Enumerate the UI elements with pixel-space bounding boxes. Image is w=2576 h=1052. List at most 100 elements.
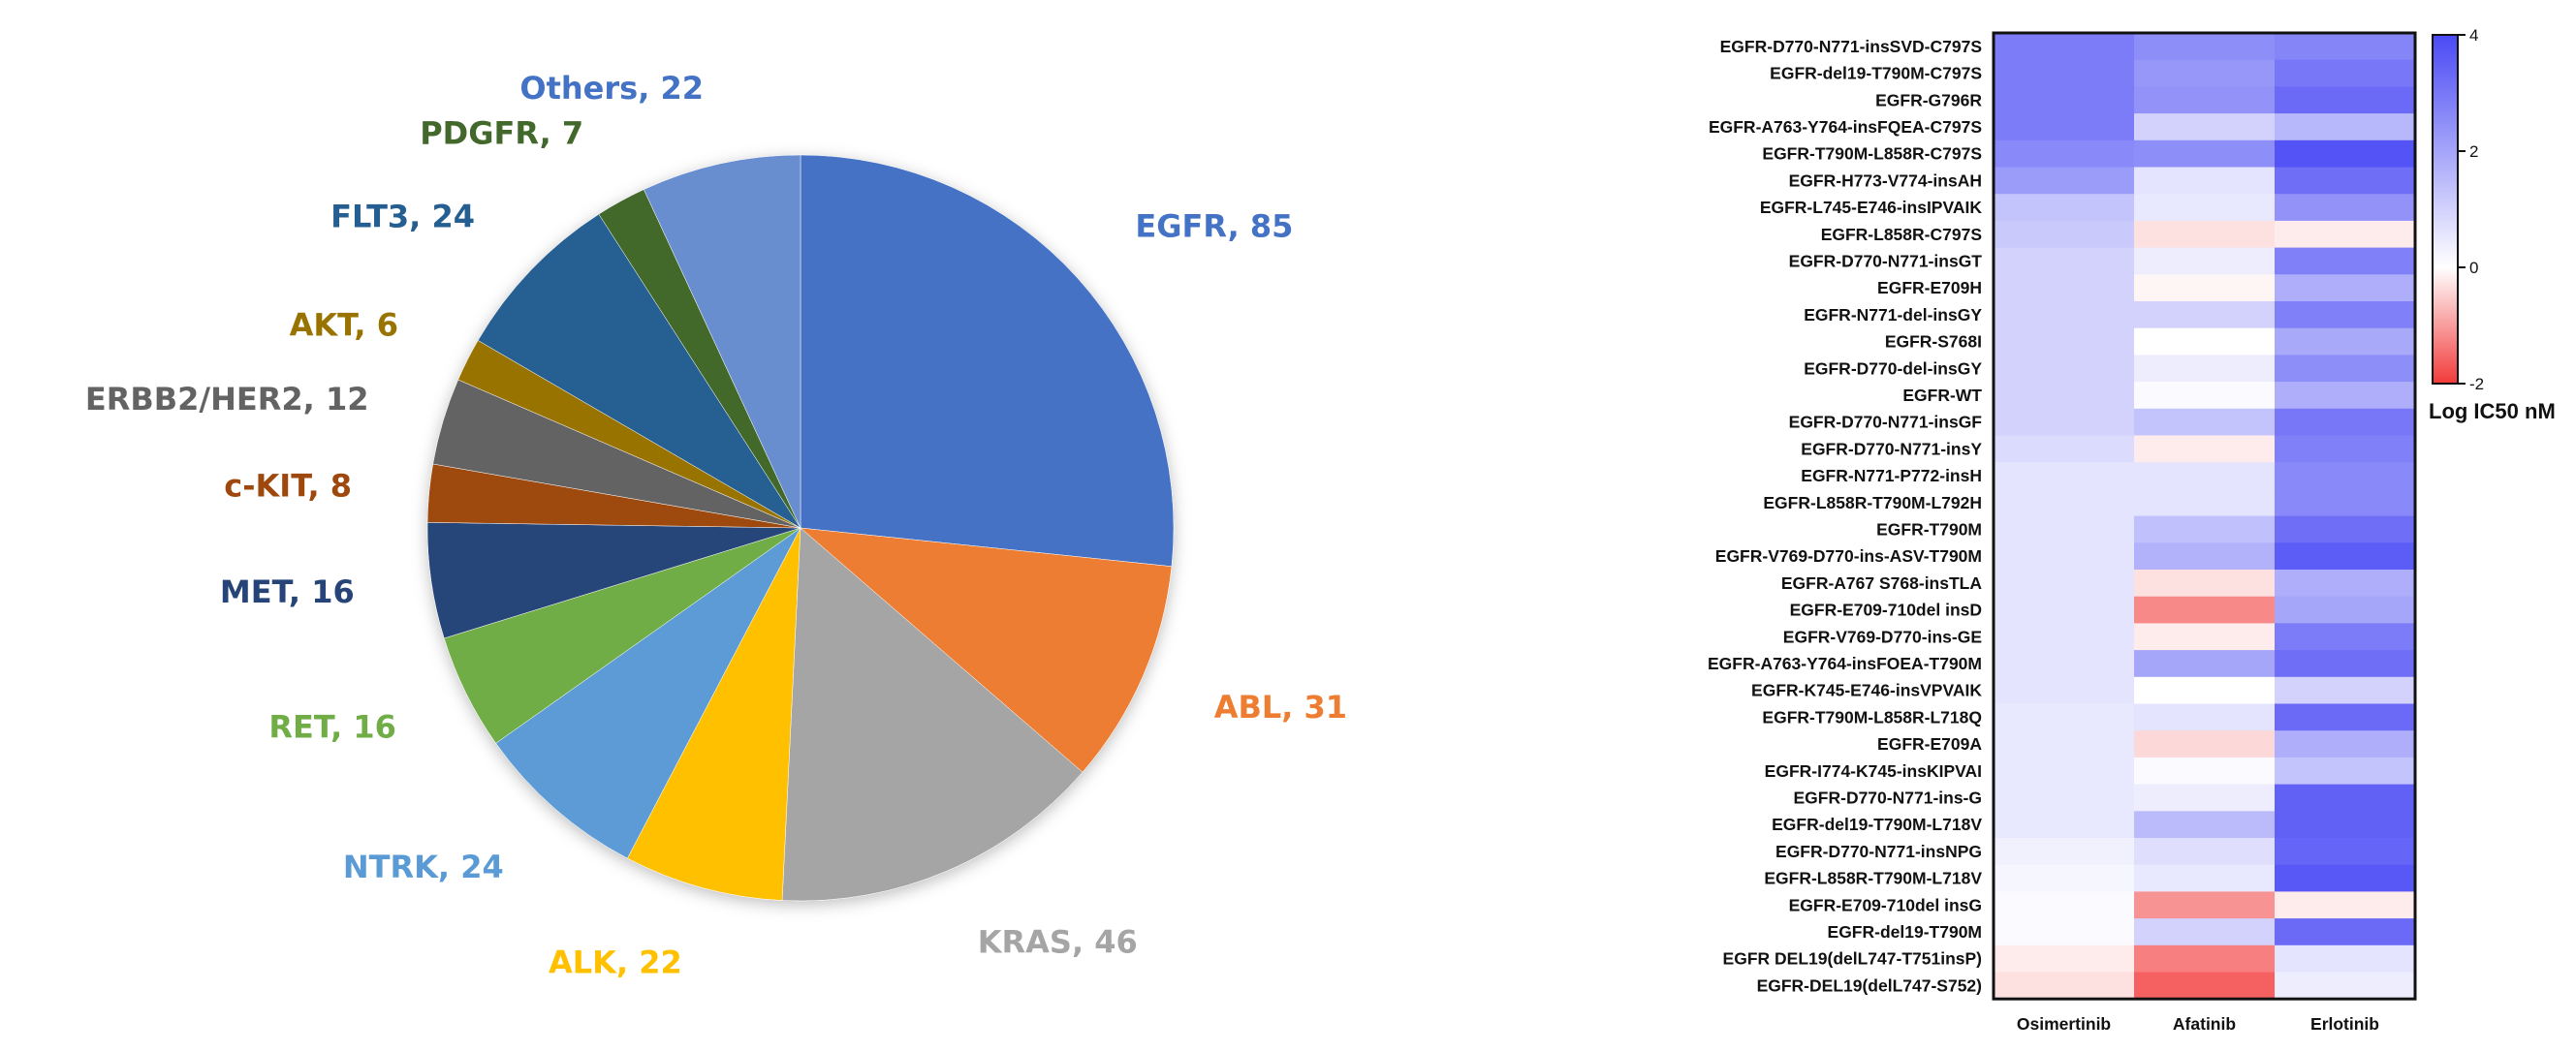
heatmap-row-label: EGFR-DEL19(delL747-S752) xyxy=(1757,975,1982,995)
heatmap-column-labels: Osimertinib Afatinib Erlotinib xyxy=(2017,1014,2379,1034)
heatmap-row-labels: EGFR-D770-N771-insSVD-C797S EGFR-del19-T7… xyxy=(1708,37,1983,995)
heatmap-cell xyxy=(2134,33,2276,61)
heatmap-cell xyxy=(2275,167,2416,195)
heatmap-cell xyxy=(2134,408,2276,436)
heatmap-row-label: EGFR-K745-E746-insVPVAIK xyxy=(1751,681,1982,700)
heatmap-cell xyxy=(2275,972,2416,1000)
pie-slice-abl xyxy=(800,527,1173,773)
pie-label-abl: ABL, 31 xyxy=(1214,689,1347,726)
heatmap-cell xyxy=(2275,462,2416,490)
heatmap-row-label: EGFR-D770-N771-insSVD-C797S xyxy=(1720,37,1982,56)
heatmap-cell xyxy=(1994,757,2135,786)
heatmap-cell xyxy=(1994,570,2135,598)
heatmap-cell xyxy=(1994,274,2135,302)
heatmap-row-label: EGFR-D770-del-insGY xyxy=(1804,358,1982,378)
heatmap-cell xyxy=(2275,918,2416,946)
heatmap-cell xyxy=(1994,86,2135,114)
heatmap-cell xyxy=(1994,703,2135,731)
heatmap-cell xyxy=(2275,113,2416,141)
heatmap-cell xyxy=(2275,596,2416,624)
colorbar-tick-label: -2 xyxy=(2469,375,2484,393)
heatmap-cell xyxy=(2275,33,2416,61)
pie-label-kras: KRAS, 46 xyxy=(978,924,1138,961)
heatmap-cell xyxy=(2134,944,2276,973)
heatmap-cell xyxy=(2275,247,2416,275)
pie-label-akt: AKT, 6 xyxy=(290,306,398,343)
heatmap-cell xyxy=(2134,274,2276,302)
heatmap-cell xyxy=(2134,838,2276,866)
heatmap-cell xyxy=(2134,113,2276,141)
colorbar-title: Log IC50 nM xyxy=(2429,399,2556,423)
heatmap-cell xyxy=(1994,194,2135,222)
heatmap-cell xyxy=(2275,570,2416,598)
heatmap-cell xyxy=(2275,274,2416,302)
heatmap-row-label: EGFR-S768I xyxy=(1885,332,1982,352)
heatmap-cell xyxy=(2134,515,2276,543)
heatmap-cell xyxy=(2275,757,2416,786)
heatmap-cell xyxy=(1994,972,2135,1000)
heatmap-cell xyxy=(1994,167,2135,195)
heatmap-row-label: EGFR-E709H xyxy=(1877,278,1982,297)
heatmap-cell xyxy=(2275,703,2416,731)
heatmap-cell xyxy=(1994,435,2135,463)
heatmap-cell xyxy=(1994,596,2135,624)
heatmap-cell xyxy=(2134,542,2276,571)
heatmap-cell xyxy=(2275,139,2416,168)
heatmap-cell xyxy=(2134,918,2276,946)
heatmap-chart: EGFR-D770-N771-insSVD-C797S EGFR-del19-T7… xyxy=(1708,26,2556,1034)
heatmap-cell xyxy=(2134,194,2276,222)
heatmap-row-label: EGFR-T790M-L858R-L718Q xyxy=(1762,707,1982,727)
heatmap-cell xyxy=(2134,462,2276,490)
heatmap-cell xyxy=(2134,864,2276,892)
heatmap-cell xyxy=(2275,784,2416,812)
heatmap-cell xyxy=(2134,327,2276,356)
heatmap-border xyxy=(1992,31,2417,1001)
heatmap-row-label: EGFR-A767 S768-insTLA xyxy=(1781,573,1982,593)
heatmap-cell xyxy=(2275,838,2416,866)
heatmap-row-label: EGFR-D770-N771-insNPG xyxy=(1775,842,1982,861)
heatmap-cell xyxy=(1994,33,2135,61)
heatmap-cell xyxy=(2134,784,2276,812)
heatmap-cell xyxy=(2275,220,2416,249)
heatmap-cell xyxy=(2134,167,2276,195)
heatmap-row-label: EGFR-T790M xyxy=(1876,519,1982,539)
heatmap-cell xyxy=(2134,891,2276,919)
pie-slice-egfr xyxy=(800,154,1175,568)
heatmap-row-label: EGFR-del19-T790M-L718V xyxy=(1772,815,1982,834)
heatmap-row-label: EGFR-T790M-L858R-C797S xyxy=(1762,144,1982,164)
heatmap-cell xyxy=(1994,864,2135,892)
pie-slice-ntrk xyxy=(495,527,801,859)
heatmap-cell xyxy=(2134,86,2276,114)
heatmap-cell xyxy=(2275,435,2416,463)
heatmap-cell xyxy=(1994,838,2135,866)
heatmap-row-label: EGFR-D770-N771-insGT xyxy=(1789,251,1983,270)
heatmap-cell xyxy=(2275,488,2416,517)
colorbar-tick-label: 2 xyxy=(2469,142,2478,161)
pie-label-ret: RET, 16 xyxy=(268,709,396,746)
heatmap-row-label: EGFR-L858R-T790M-L792H xyxy=(1763,493,1982,512)
heatmap-cell xyxy=(1994,784,2135,812)
heatmap-cell xyxy=(1994,944,2135,973)
heatmap-cell xyxy=(2275,891,2416,919)
heatmap-cell xyxy=(2275,515,2416,543)
heatmap-cell xyxy=(2275,408,2416,436)
heatmap-cell xyxy=(2275,59,2416,87)
heatmap-row-label: EGFR-del19-T790M-C797S xyxy=(1770,64,1982,83)
heatmap-row-label: EGFR-N771-del-insGY xyxy=(1804,305,1982,325)
heatmap-row-label: EGFR-A763-Y764-insFOEA-T790M xyxy=(1708,654,1982,673)
heatmap-cell xyxy=(2275,542,2416,571)
heatmap-cell xyxy=(1994,488,2135,517)
heatmap-cell xyxy=(2134,703,2276,731)
pie-slice-flt3 xyxy=(477,213,801,529)
heatmap-cell xyxy=(1994,220,2135,249)
heatmap-row-label: EGFR-del19-T790M xyxy=(1828,922,1982,942)
heatmap-cell xyxy=(2275,676,2416,704)
heatmap-column-label-afatinib: Afatinib xyxy=(2173,1014,2236,1034)
heatmap-column-label-osimertinib: Osimertinib xyxy=(2017,1014,2111,1034)
heatmap-cell xyxy=(2134,730,2276,758)
heatmap-cell xyxy=(2134,757,2276,786)
pie-label-ntrk: NTRK, 24 xyxy=(343,849,504,885)
heatmap-row-label: EGFR-E709-710del insD xyxy=(1790,601,1982,620)
heatmap-cell xyxy=(2134,488,2276,517)
heatmap-cell xyxy=(1994,542,2135,571)
